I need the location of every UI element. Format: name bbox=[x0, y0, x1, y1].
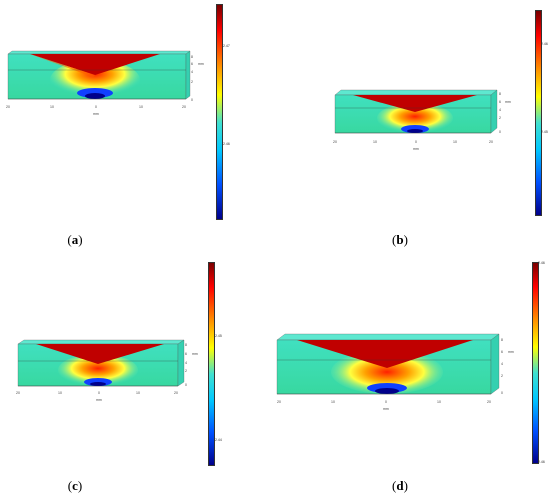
panel-b-ztick-1: 2 bbox=[499, 116, 501, 120]
panel-b-colorbar-label-0: 2.46 bbox=[541, 42, 548, 46]
panel-d-ztick-0: 0 bbox=[501, 391, 503, 395]
panel-d-xtick-4: 20 bbox=[487, 400, 491, 404]
panel-c-ztick-2: 4 bbox=[185, 361, 187, 365]
panel-d-colorbar-label-1: 2.46 bbox=[538, 460, 545, 464]
panel-a-xtick-2: 0 bbox=[95, 105, 97, 109]
panel-c-ztick-3: 6 bbox=[185, 352, 187, 356]
panel-c-caption: (c) bbox=[67, 478, 83, 493]
panel-b-ztick-2: 4 bbox=[499, 108, 501, 112]
panel-b-plot bbox=[334, 89, 498, 134]
panel-a-ztick-1: 2 bbox=[191, 80, 193, 84]
panel-b-ztick-3: 6 bbox=[499, 100, 501, 104]
panel-d-zunit: mm bbox=[508, 350, 514, 354]
panel-c-xtick-3: 10 bbox=[136, 391, 140, 395]
panel-a-plot bbox=[7, 50, 191, 100]
panel-d-ztick-3: 6 bbox=[501, 350, 503, 354]
panel-c-zunit: mm bbox=[192, 352, 198, 356]
panel-c-xunit: mm bbox=[96, 398, 102, 402]
panel-d-xtick-1: 10 bbox=[331, 400, 335, 404]
panel-a-ztick-3: 6 bbox=[191, 62, 193, 66]
panel-d-xtick-0: 20 bbox=[277, 400, 281, 404]
panel-d-ztick-4: 8 bbox=[501, 338, 503, 342]
panel-c-colorbar-label-0: 2.45 bbox=[215, 334, 222, 338]
panel-a: 20 10 0 10 20 mm 0 2 4 6 8 mm 2.47 2.46 … bbox=[0, 0, 275, 248]
panel-a-xtick-1: 10 bbox=[50, 105, 54, 109]
panel-a-zunit: mm bbox=[198, 62, 204, 66]
panel-b-colorbar bbox=[535, 10, 542, 216]
panel-c-colorbar-label-1: 2.44 bbox=[215, 438, 222, 442]
panel-b-colorbar-label-1: 2.45 bbox=[541, 130, 548, 134]
panel-b-xtick-0: 20 bbox=[333, 140, 337, 144]
panel-c: 20 10 0 10 20 mm 0 2 4 6 8 mm 2.45 2.44 … bbox=[0, 248, 275, 496]
panel-d-plot bbox=[276, 333, 500, 395]
panel-a-xtick-0: 20 bbox=[6, 105, 10, 109]
panel-b-xtick-4: 20 bbox=[489, 140, 493, 144]
panel-c-xtick-2: 0 bbox=[98, 391, 100, 395]
panel-d-ztick-1: 2 bbox=[501, 374, 503, 378]
panel-b-xtick-2: 0 bbox=[415, 140, 417, 144]
panel-c-ztick-0: 0 bbox=[185, 383, 187, 387]
panel-a-colorbar-label-1: 2.46 bbox=[223, 142, 230, 146]
panel-d-caption: (d) bbox=[392, 478, 408, 493]
panel-d-colorbar bbox=[532, 262, 539, 464]
panel-b-xtick-1: 10 bbox=[373, 140, 377, 144]
panel-d-xtick-2: 0 bbox=[385, 400, 387, 404]
panel-a-xtick-3: 10 bbox=[139, 105, 143, 109]
panel-d-ztick-2: 4 bbox=[501, 362, 503, 366]
panel-b-ztick-0: 0 bbox=[499, 130, 501, 134]
panel-c-xtick-0: 20 bbox=[16, 391, 20, 395]
panel-a-colorbar-label-0: 2.47 bbox=[223, 44, 230, 48]
panel-a-colorbar bbox=[216, 4, 223, 220]
panel-d-xtick-3: 10 bbox=[437, 400, 441, 404]
panel-c-colorbar bbox=[208, 262, 215, 466]
panel-d: 20 10 0 10 20 mm 0 2 4 6 8 mm 2.46 2.46 … bbox=[275, 248, 550, 496]
panel-a-xunit: mm bbox=[93, 112, 99, 116]
panel-c-xtick-1: 10 bbox=[58, 391, 62, 395]
panel-d-colorbar-label-0: 2.46 bbox=[538, 261, 545, 265]
panel-b-caption: (b) bbox=[392, 232, 408, 247]
panel-b-xtick-3: 10 bbox=[453, 140, 457, 144]
panel-a-ztick-2: 4 bbox=[191, 70, 193, 74]
panel-c-xtick-4: 20 bbox=[174, 391, 178, 395]
panel-c-ztick-4: 8 bbox=[185, 343, 187, 347]
panel-b: 20 10 0 10 20 mm 0 2 4 6 8 mm 2.46 2.45 … bbox=[275, 0, 550, 248]
panel-b-ztick-4: 8 bbox=[499, 92, 501, 96]
panel-a-ztick-4: 8 bbox=[191, 55, 193, 59]
panel-a-ztick-0: 0 bbox=[191, 98, 193, 102]
panel-b-zunit: mm bbox=[505, 100, 511, 104]
panel-c-ztick-1: 2 bbox=[185, 369, 187, 373]
panel-d-xunit: mm bbox=[383, 407, 389, 411]
panel-c-plot bbox=[17, 339, 185, 387]
panel-a-caption: (a) bbox=[67, 232, 83, 247]
panel-b-xunit: mm bbox=[413, 147, 419, 151]
panel-a-xtick-4: 20 bbox=[182, 105, 186, 109]
